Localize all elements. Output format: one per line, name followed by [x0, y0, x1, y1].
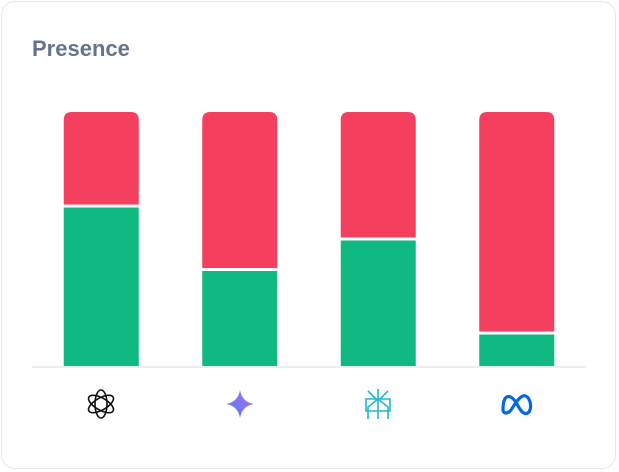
bar-segment	[63, 112, 139, 205]
bar-segment	[479, 334, 555, 366]
bar-segment	[202, 270, 278, 366]
bar-segment	[202, 112, 278, 268]
chart-title: Presence	[32, 36, 130, 61]
bar-segment	[340, 112, 416, 238]
chatgpt-icon	[87, 389, 115, 419]
bar-segment	[63, 207, 139, 366]
bar-segment	[340, 240, 416, 366]
perplexity-icon	[365, 389, 391, 419]
meta-icon	[501, 394, 533, 416]
bar-segment	[479, 112, 555, 332]
gemini-icon	[226, 390, 254, 418]
